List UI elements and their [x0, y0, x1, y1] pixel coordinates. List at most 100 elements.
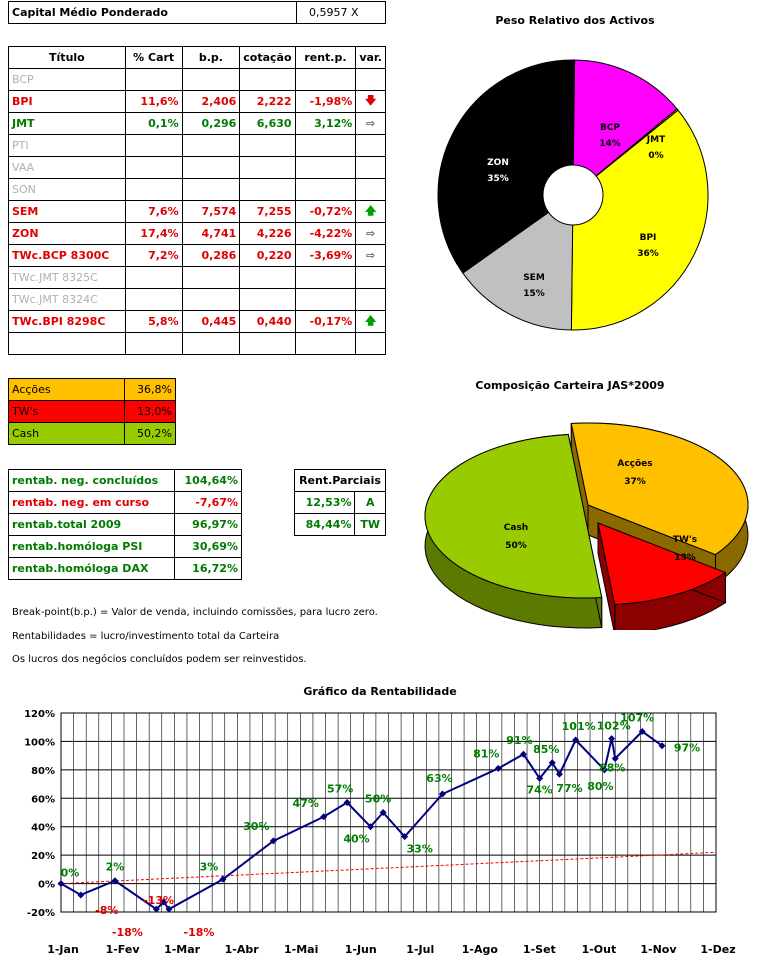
portfolio-table: Título % Cart b.p. cotação rent.p. var. …	[8, 46, 386, 355]
allocation-row: TW's 13,0%	[8, 400, 176, 423]
returns-value: 104,64%	[174, 469, 242, 492]
row-var	[355, 288, 386, 311]
series-point	[152, 905, 160, 913]
allocation-value: 36,8%	[124, 378, 176, 401]
data-label: 63%	[426, 772, 452, 785]
data-label: 97%	[674, 742, 700, 755]
col-titulo: Título	[8, 46, 126, 69]
portfolio-row: ZON 17,4% 4,741 4,226 -4,22% ⇨	[8, 222, 386, 245]
row-cart	[124, 68, 183, 91]
row-rent	[294, 266, 357, 289]
col-cart: % Cart	[124, 46, 183, 69]
row-titulo	[8, 332, 126, 355]
allocation-row: Acções 36,8%	[8, 378, 176, 401]
portfolio-row: JMT 0,1% 0,296 6,630 3,12% ⇨	[8, 112, 386, 135]
row-titulo: TWc.JMT 8324C	[8, 288, 126, 311]
row-cotacao: 0,440	[239, 310, 296, 333]
row-rent: -1,98%	[294, 90, 357, 113]
series-point	[555, 770, 563, 778]
data-label: 81%	[473, 747, 499, 760]
row-cart	[124, 178, 183, 201]
row-cotacao	[239, 332, 296, 355]
returns-label: rentab. neg. concluídos	[8, 469, 175, 492]
row-cart	[124, 266, 183, 289]
x-tick-label: 1-Mar	[164, 943, 201, 956]
arrow-down-icon: 🡇	[365, 94, 377, 107]
portfolio-row: SEM 7,6% 7,574 7,255 -0,72% 🡅	[8, 200, 386, 223]
allocation-row: Cash 50,2%	[8, 422, 176, 445]
pie-slice	[462, 211, 574, 331]
row-bp	[181, 332, 241, 355]
row-var: ⇨	[355, 112, 386, 135]
row-cotacao: 7,255	[239, 200, 296, 223]
pie-slice	[572, 59, 678, 177]
data-label: 107%	[620, 711, 654, 724]
x-tick-label: 1-Nov	[640, 943, 677, 956]
y-tick-label: 80%	[31, 766, 55, 777]
portfolio-row: TWc.JMT 8324C	[8, 288, 386, 311]
pie-category-label: ZON	[487, 158, 509, 168]
allocation-label: TW's	[8, 400, 125, 423]
pie3d-category-label: Acções	[617, 459, 652, 469]
row-bp: 0,445	[181, 310, 241, 333]
pie3d-value-label: 50%	[505, 541, 527, 551]
row-cotacao	[239, 288, 296, 311]
allocation-label: Acções	[8, 378, 125, 401]
pie3d-value-label: 13%	[674, 553, 696, 563]
pie3d-category-label: Cash	[504, 523, 528, 533]
pie-chart-assets: BCP 14% JMT 0% BPI 36% SEM 15% ZON 35%	[437, 59, 709, 331]
data-label: 91%	[506, 734, 532, 747]
x-tick-label: 1-Jul	[406, 943, 434, 956]
y-tick-label: 20%	[31, 851, 55, 862]
data-label: 40%	[343, 833, 369, 846]
row-titulo: TWc.JMT 8325C	[8, 266, 126, 289]
x-tick-label: 1-Out	[582, 943, 617, 956]
series-point	[320, 813, 328, 821]
row-var	[355, 68, 386, 91]
series-point	[343, 799, 351, 807]
row-var	[355, 332, 386, 355]
data-label: 85%	[533, 743, 559, 756]
pie-value-label: 35%	[487, 174, 509, 184]
series-point	[600, 766, 608, 774]
x-tick-label: 1-Fev	[106, 943, 141, 956]
returns-value: -7,67%	[174, 491, 242, 514]
data-label: 77%	[556, 782, 582, 795]
row-var	[355, 134, 386, 157]
portfolio-row: VAA	[8, 156, 386, 179]
portfolio-header-row: Título % Cart b.p. cotação rent.p. var.	[8, 46, 386, 69]
row-var: 🡅	[355, 310, 386, 333]
row-titulo: SEM	[8, 200, 126, 223]
row-rent: -0,72%	[294, 200, 357, 223]
series-point	[160, 898, 168, 906]
line-title: Gráfico da Rentabilidade	[303, 685, 457, 698]
row-cart	[124, 134, 183, 157]
col-rent: rent.p.	[294, 46, 357, 69]
series-point	[219, 875, 227, 883]
row-cotacao	[239, 266, 296, 289]
row-cotacao	[239, 178, 296, 201]
pie-category-label: BCP	[600, 123, 620, 133]
row-rent: 3,12%	[294, 112, 357, 135]
partials-table: Rent.Parciais 12,53% A 84,44% TW	[293, 469, 386, 536]
portfolio-row: TWc.BCP 8300C 7,2% 0,286 0,220 -3,69% ⇨	[8, 244, 386, 267]
x-tick-label: 1-Abr	[225, 943, 260, 956]
series-point	[638, 727, 646, 735]
y-tick-label: -20%	[27, 908, 55, 919]
partial-code: TW	[354, 513, 386, 536]
row-bp	[181, 68, 241, 91]
pie-category-label: JMT	[646, 135, 666, 145]
pie3d-slice	[570, 422, 749, 556]
series-point	[401, 833, 409, 841]
row-rent: -3,69%	[294, 244, 357, 267]
pie3d-slice	[597, 522, 727, 606]
portfolio-row: PTI	[8, 134, 386, 157]
row-cart: 0,1%	[124, 112, 183, 135]
portfolio-row: TWc.BPI 8298C 5,8% 0,445 0,440 -0,17% 🡅	[8, 310, 386, 333]
row-rent	[294, 288, 357, 311]
row-var: 🡇	[355, 90, 386, 113]
pie-value-label: 15%	[523, 289, 545, 299]
portfolio-row: SON	[8, 178, 386, 201]
series-point	[536, 774, 544, 782]
row-cotacao	[239, 68, 296, 91]
